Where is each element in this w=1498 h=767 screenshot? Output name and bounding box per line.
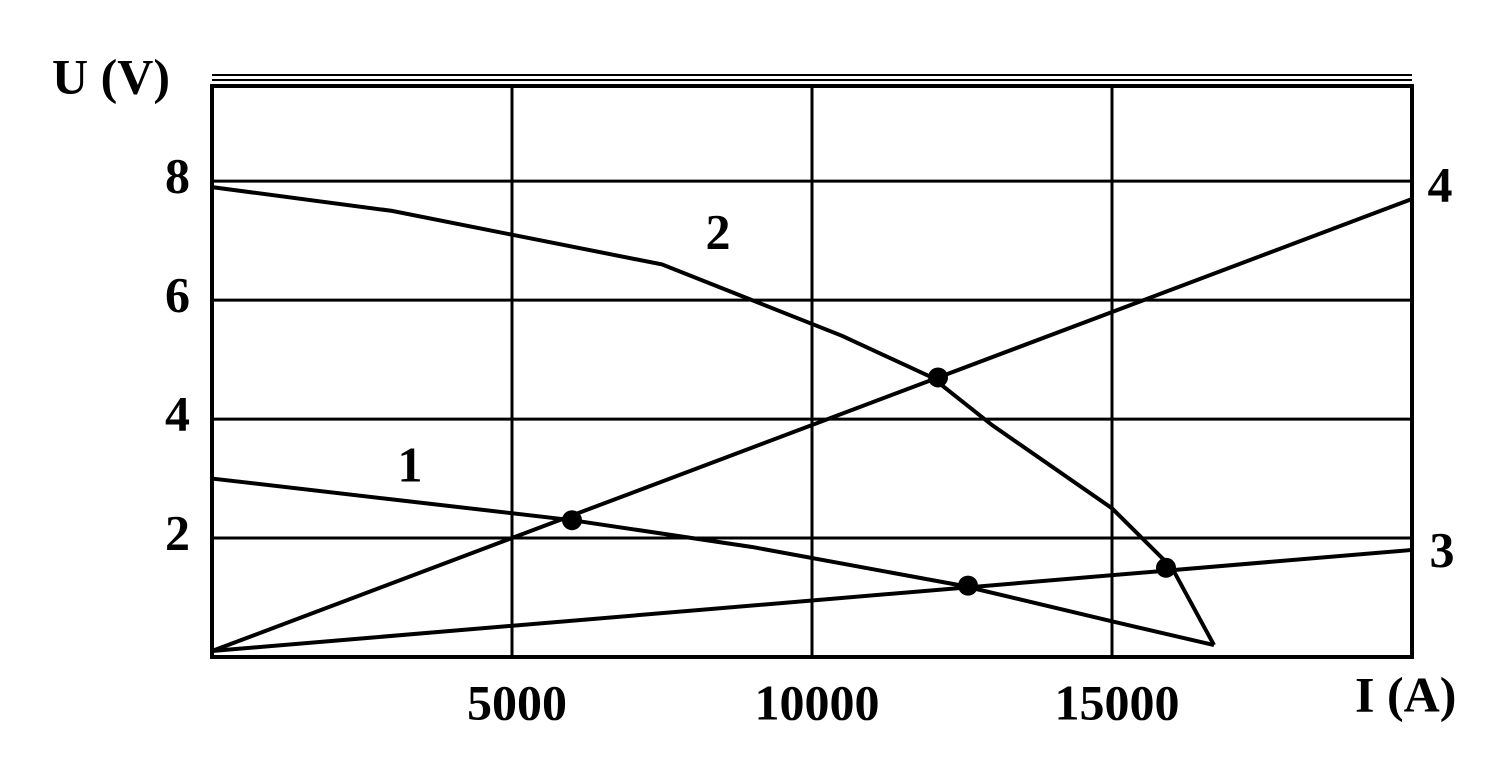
curve-label: 2 xyxy=(706,203,731,259)
x-axis-label: I (A) xyxy=(1355,666,1456,722)
y-tick-label: 8 xyxy=(165,148,190,204)
x-tick-label: 5000 xyxy=(467,674,567,730)
curve-label: 3 xyxy=(1430,521,1455,577)
intersection-point xyxy=(562,510,582,531)
y-axis-label: U (V) xyxy=(52,48,170,104)
curve-label: 1 xyxy=(398,436,423,492)
x-tick-label: 15000 xyxy=(1055,674,1180,730)
x-tick-label: 10000 xyxy=(755,674,880,730)
intersection-point xyxy=(1156,557,1176,578)
intersection-point xyxy=(958,575,978,596)
intersection-point xyxy=(928,367,948,388)
y-tick-label: 2 xyxy=(165,505,190,561)
curve-label: 4 xyxy=(1428,156,1453,212)
y-tick-label: 4 xyxy=(165,386,190,442)
curve xyxy=(211,197,1413,653)
y-tick-label: 6 xyxy=(165,267,190,323)
curve xyxy=(211,185,1216,647)
curve xyxy=(211,547,1413,654)
curve xyxy=(211,476,1215,648)
